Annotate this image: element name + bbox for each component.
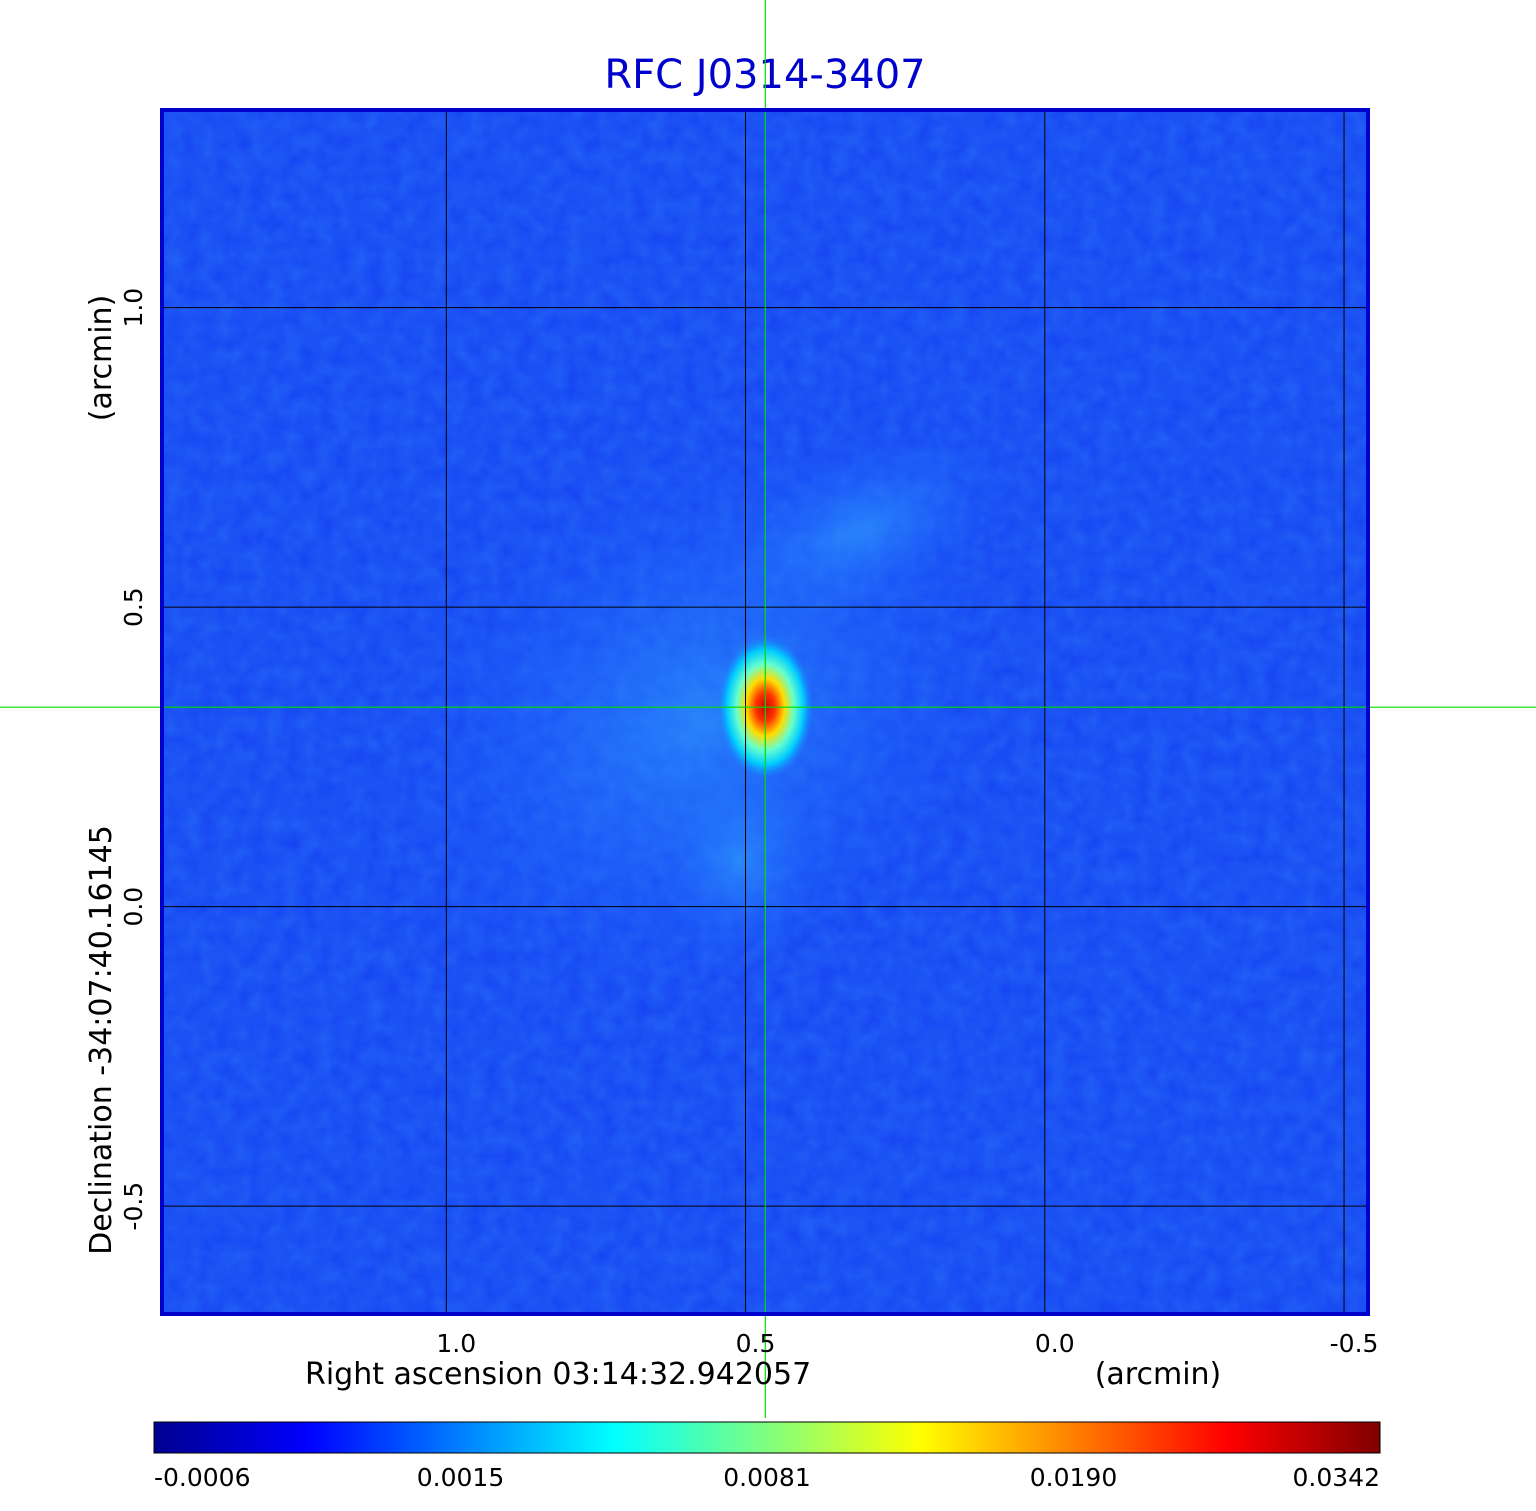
- y-tick-labels: 1.0 0.5 0.0 -0.5: [119, 288, 148, 1231]
- colorbar-tick-4: 0.0342: [1293, 1463, 1380, 1492]
- colorbar-tick-3: 0.0190: [1030, 1463, 1117, 1492]
- colorbar-tick-1: 0.0015: [417, 1463, 504, 1492]
- colorbar-tick-labels: -0.0006 0.0015 0.0081 0.0190 0.0342: [154, 1463, 1380, 1492]
- x-tick-label-0: 1.0: [436, 1329, 476, 1358]
- x-tick-label-2: 0.0: [1035, 1329, 1075, 1358]
- plot-frame: [160, 108, 1370, 1316]
- y-axis-label: Declination -34:07:40.16145: [84, 825, 119, 1255]
- y-tick-label-0: 1.0: [119, 288, 148, 328]
- x-tick-labels: 1.0 0.5 0.0 -0.5: [436, 1329, 1378, 1358]
- x-axis-unit: (arcmin): [1095, 1357, 1222, 1392]
- y-tick-label-1: 0.5: [119, 587, 148, 627]
- y-tick-label-3: -0.5: [119, 1182, 148, 1231]
- y-tick-label-2: 0.0: [119, 887, 148, 927]
- colorbar: [153, 1421, 1381, 1454]
- x-axis-label: Right ascension 03:14:32.942057: [305, 1357, 811, 1392]
- crosshair: [0, 0, 1536, 1418]
- x-tick-label-1: 0.5: [736, 1329, 776, 1358]
- northeast-lobe: [701, 421, 1019, 639]
- south-extension: [650, 750, 830, 970]
- colorbar-tick-2: 0.0081: [723, 1463, 810, 1492]
- colorbar-tick-0: -0.0006: [154, 1463, 251, 1492]
- x-tick-label-3: -0.5: [1330, 1329, 1379, 1358]
- y-axis-unit: (arcmin): [84, 295, 119, 422]
